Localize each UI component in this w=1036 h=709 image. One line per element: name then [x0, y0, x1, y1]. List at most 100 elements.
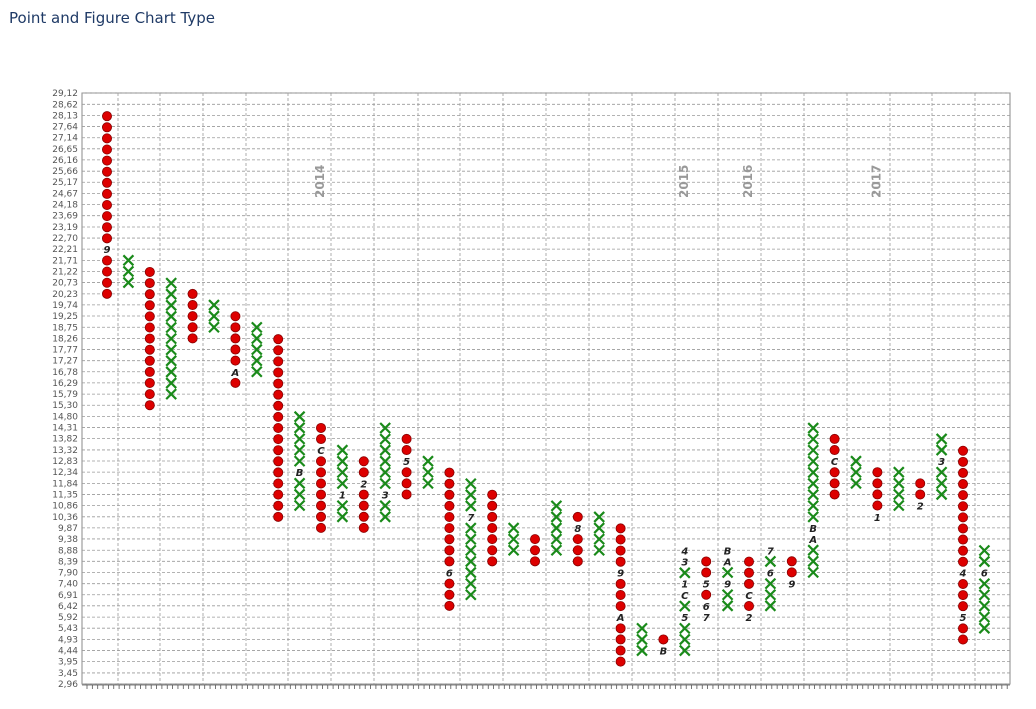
- o-mark: [958, 578, 969, 589]
- o-mark: [315, 467, 326, 478]
- month-label: A: [723, 557, 732, 568]
- column-16-o: [444, 467, 455, 611]
- column-23-x: [593, 511, 605, 557]
- o-mark: [701, 556, 712, 567]
- column-37-x: [893, 466, 905, 512]
- o-mark: [315, 456, 326, 467]
- x-mark: [208, 310, 220, 322]
- o-mark: [273, 445, 284, 456]
- column-13-x: [379, 422, 391, 523]
- x-mark: [978, 611, 991, 623]
- column-2-o: [144, 266, 155, 411]
- o-mark: [230, 355, 241, 366]
- x-mark: [893, 466, 905, 478]
- o-mark: [444, 500, 455, 511]
- x-mark: [122, 265, 135, 278]
- column-40-o: [958, 445, 969, 645]
- page-title: Point and Figure Chart Type: [9, 9, 216, 27]
- x-mark: [807, 422, 819, 434]
- x-mark: [636, 622, 648, 635]
- o-mark: [872, 467, 883, 478]
- x-mark: [550, 500, 563, 512]
- y-tick-label: 5,92: [58, 613, 78, 623]
- month-label: 7: [467, 513, 474, 524]
- column-17-x: [465, 477, 477, 601]
- x-mark: [593, 522, 605, 534]
- x-mark: [165, 388, 177, 400]
- x-mark: [465, 522, 477, 534]
- o-mark: [144, 289, 155, 300]
- o-mark: [572, 511, 583, 522]
- y-tick-label: 21,71: [52, 256, 78, 266]
- y-tick-label: 15,79: [52, 390, 78, 400]
- y-tick-label: 16,29: [52, 379, 78, 389]
- o-mark: [615, 590, 626, 601]
- o-mark: [273, 511, 284, 522]
- o-mark: [358, 522, 369, 533]
- month-label: B: [809, 524, 817, 535]
- o-mark: [487, 545, 498, 556]
- o-mark: [958, 467, 969, 478]
- x-mark: [336, 455, 349, 468]
- y-tick-label: 13,32: [52, 446, 78, 456]
- o-mark: [444, 467, 455, 478]
- o-mark: [273, 356, 284, 367]
- y-tick-label: 9,38: [58, 535, 78, 545]
- y-tick-label: 28,62: [52, 100, 78, 110]
- y-tick-label: 4,44: [58, 647, 78, 657]
- column-15-x: [422, 455, 434, 490]
- x-mark: [807, 433, 819, 445]
- month-label: 2: [746, 613, 753, 624]
- x-mark: [379, 444, 391, 456]
- o-mark: [102, 166, 113, 177]
- x-mark: [422, 466, 434, 479]
- x-mark: [165, 288, 177, 300]
- column-38-o: [915, 478, 926, 500]
- o-mark: [444, 489, 455, 500]
- o-mark: [273, 389, 284, 400]
- x-mark: [208, 321, 220, 334]
- x-mark: [336, 444, 349, 456]
- y-tick-label: 22,70: [52, 234, 78, 244]
- month-label: 9: [104, 245, 111, 256]
- x-mark: [764, 600, 777, 612]
- o-mark: [401, 489, 412, 500]
- o-mark: [786, 567, 797, 578]
- y-tick-label: 8,88: [58, 546, 78, 556]
- month-label: 5: [403, 457, 410, 468]
- column-14-o: [401, 433, 412, 500]
- x-mark: [293, 433, 306, 445]
- y-tick-label: 25,66: [52, 167, 78, 177]
- o-mark: [102, 288, 113, 299]
- x-mark: [935, 433, 948, 445]
- y-tick-label: 22,21: [52, 245, 78, 255]
- x-mark: [293, 422, 306, 434]
- column-4-o: [187, 288, 198, 344]
- y-tick-label: 13,82: [52, 435, 78, 445]
- column-27-x: [679, 567, 691, 657]
- x-mark: [336, 511, 349, 523]
- x-mark: [208, 299, 220, 311]
- o-mark: [958, 456, 969, 467]
- o-mark: [273, 467, 284, 478]
- x-mark: [807, 477, 819, 490]
- x-mark: [379, 477, 391, 490]
- o-mark: [144, 366, 155, 377]
- o-mark: [315, 434, 326, 445]
- year-label: 2014: [313, 165, 327, 198]
- o-mark: [144, 311, 155, 322]
- column-7-x: [251, 321, 263, 378]
- o-mark: [444, 512, 455, 523]
- x-mark: [379, 466, 391, 479]
- o-mark: [102, 277, 113, 288]
- o-mark: [358, 467, 369, 478]
- x-mark: [507, 544, 520, 557]
- o-mark: [187, 300, 198, 311]
- month-label: 6: [703, 602, 710, 613]
- month-label: C: [745, 591, 753, 602]
- month-label: 4: [680, 546, 688, 557]
- month-label: 5: [703, 580, 710, 591]
- y-tick-label: 16,78: [52, 368, 78, 378]
- o-mark: [273, 334, 284, 345]
- y-tick-label: 3,45: [58, 669, 78, 679]
